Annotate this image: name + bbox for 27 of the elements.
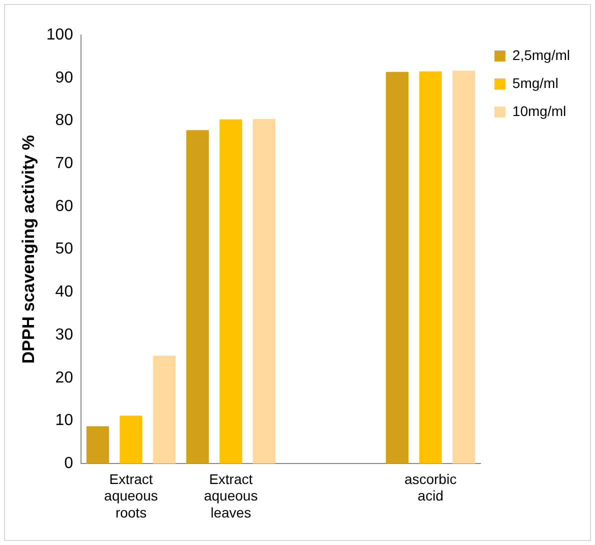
bar xyxy=(186,130,209,464)
bar xyxy=(252,119,276,464)
y-tick-label: 0 xyxy=(64,455,74,472)
legend-label: 10mg/ml xyxy=(512,102,566,119)
bar xyxy=(220,119,242,464)
y-tick-label: 80 xyxy=(55,112,74,130)
bar xyxy=(152,356,176,464)
x-tick-label: ascorbic acid xyxy=(404,470,457,504)
y-tick-label: 60 xyxy=(55,198,74,215)
y-tick-label: 10 xyxy=(55,412,74,430)
x-tick-label: Extract aqueous roots xyxy=(104,470,158,520)
bar xyxy=(386,72,409,464)
y-tick-label: 100 xyxy=(46,26,74,44)
bar xyxy=(120,416,142,464)
y-tick-label: 70 xyxy=(55,154,74,172)
y-tick-label: 20 xyxy=(55,369,74,386)
legend-label: 5mg/ml xyxy=(512,74,558,91)
x-tick-label: Extract aqueous leaves xyxy=(204,470,258,520)
y-tick-label: 30 xyxy=(55,326,74,344)
bar xyxy=(86,426,110,464)
y-axis-title: DPPH scavenging activity % xyxy=(18,134,38,364)
y-tick-label: 50 xyxy=(55,240,74,258)
legend-label: 2,5mg/ml xyxy=(512,46,570,63)
y-tick-label: 40 xyxy=(55,284,74,301)
bar xyxy=(419,71,442,464)
bar xyxy=(452,70,476,464)
y-tick-label: 90 xyxy=(55,69,74,86)
